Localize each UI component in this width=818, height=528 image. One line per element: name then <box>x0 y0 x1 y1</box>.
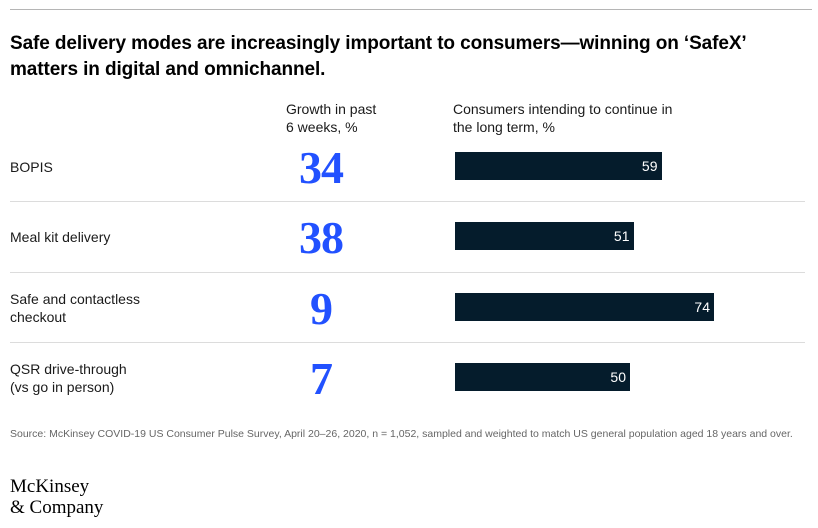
category-label-line: checkout <box>10 309 67 325</box>
category-label-line: (vs go in person) <box>10 379 115 395</box>
chart-row: Safe and contactless checkout 9 74 <box>10 273 805 343</box>
growth-header-line-1: Growth in past <box>286 101 377 117</box>
category-label-line: Meal kit delivery <box>10 229 111 245</box>
bar: 51 <box>455 222 634 250</box>
category-label: Safe and contactless checkout <box>10 273 210 343</box>
category-label-line: QSR drive-through <box>10 361 127 377</box>
category-label-line: Safe and contactless <box>10 291 140 307</box>
mckinsey-logo: McKinsey & Company <box>10 476 170 518</box>
bar-value-label: 74 <box>694 299 710 315</box>
top-rule <box>10 9 812 10</box>
bar: 74 <box>455 293 714 321</box>
chart-title: Safe delivery modes are increasingly imp… <box>10 33 746 80</box>
bar-value-label: 51 <box>613 228 630 244</box>
row-divider <box>10 342 805 343</box>
bar-value-label: 50 <box>610 369 626 385</box>
continue-header-line-2: the long term, % <box>453 119 555 135</box>
logo-line-1: McKinsey <box>10 476 90 497</box>
continue-column-header: Consumers intending to continue in the l… <box>453 100 713 136</box>
bar: 50 <box>455 363 630 391</box>
growth-value: 38 <box>299 211 344 263</box>
category-label: BOPIS <box>10 132 210 202</box>
chart-row: QSR drive-through (vs go in person) 7 50 <box>10 343 805 413</box>
bar: 59 <box>455 152 662 180</box>
source-note: Source: McKinsey COVID-19 US Consumer Pu… <box>10 428 793 440</box>
growth-value: 34 <box>299 141 344 193</box>
bar-track: 59 <box>455 152 805 180</box>
growth-header-line-2: 6 weeks, % <box>286 119 358 135</box>
row-divider <box>10 272 805 273</box>
continue-header-line-1: Consumers intending to continue in <box>453 101 673 117</box>
bar-track: 50 <box>455 363 805 391</box>
growth-value: 7 <box>310 352 333 404</box>
category-label: Meal kit delivery <box>10 202 210 272</box>
row-divider <box>10 201 805 202</box>
category-label-line: BOPIS <box>10 159 53 175</box>
chart-row: Meal kit delivery 38 51 <box>10 202 805 272</box>
growth-column-header: Growth in past 6 weeks, % <box>286 100 436 136</box>
logo-line-2: & Company <box>10 497 104 518</box>
category-label: QSR drive-through (vs go in person) <box>10 343 210 413</box>
growth-value: 9 <box>310 282 333 334</box>
bar-value-label: 59 <box>641 158 658 174</box>
bar-track: 51 <box>455 222 805 250</box>
chart-row: BOPIS 34 59 <box>10 132 805 202</box>
bar-track: 74 <box>455 293 805 321</box>
